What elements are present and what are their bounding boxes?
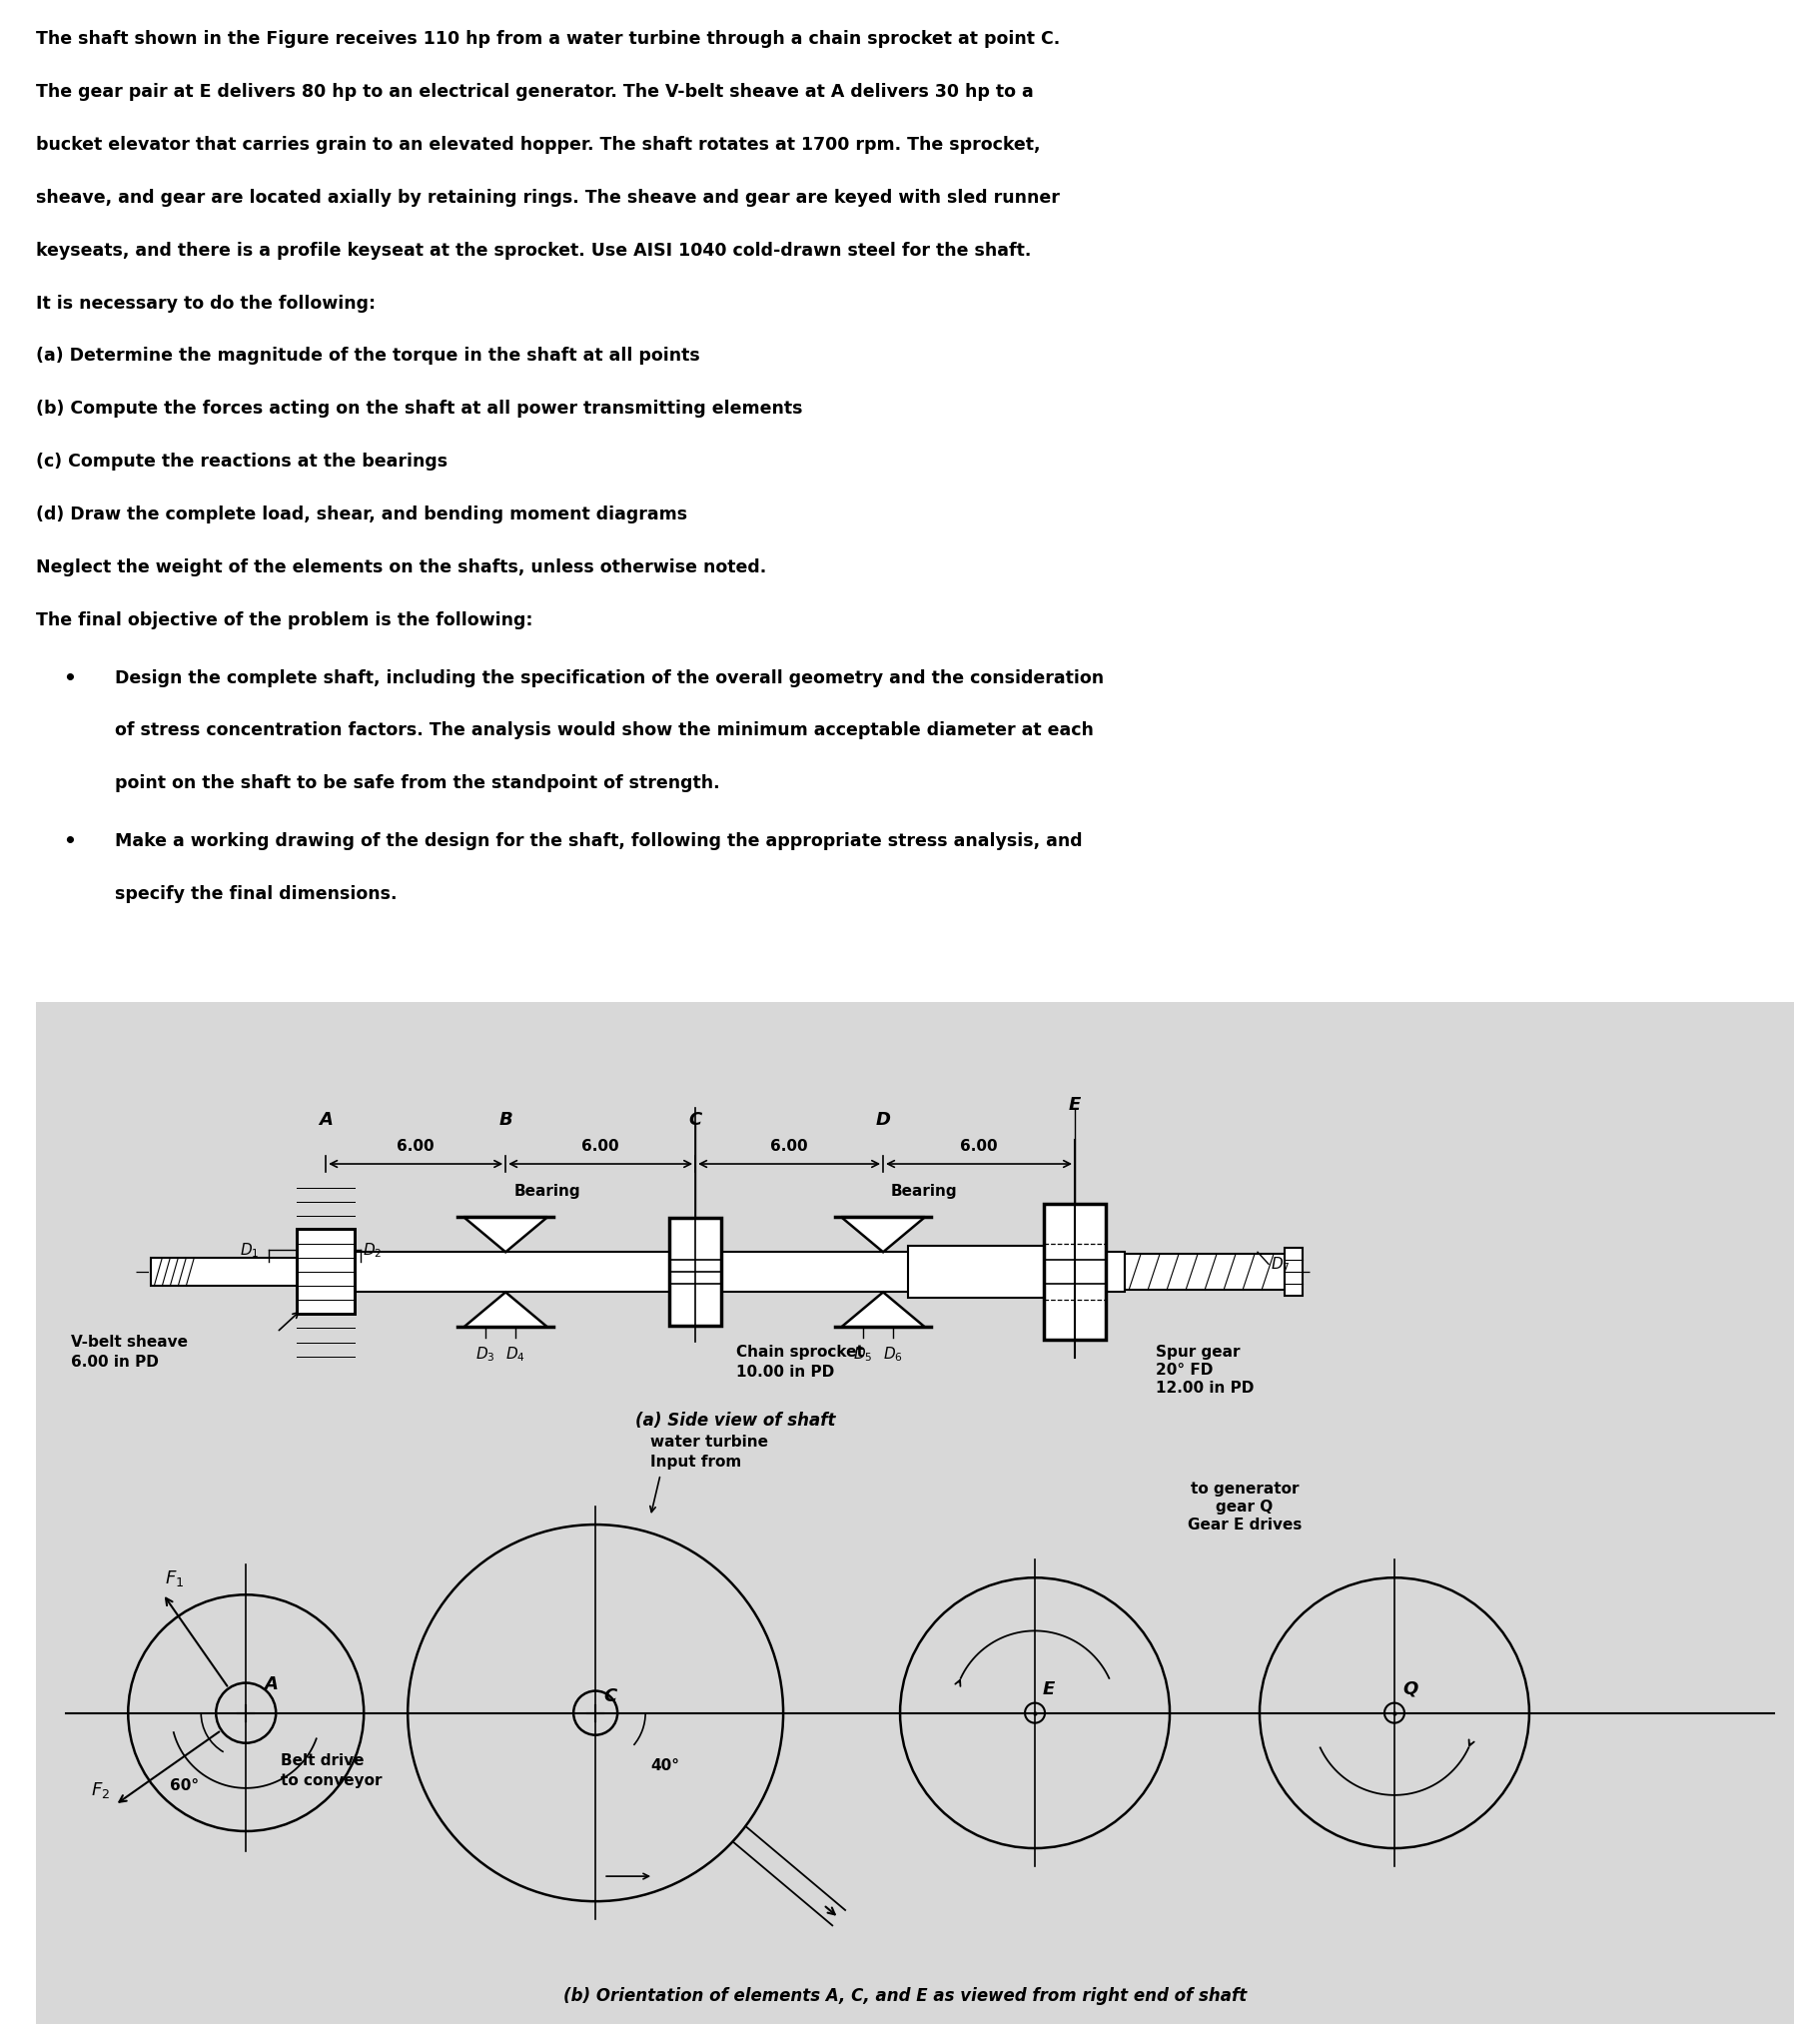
Text: 10.00 in PD: 10.00 in PD xyxy=(736,1363,835,1380)
Text: The final objective of the problem is the following:: The final objective of the problem is th… xyxy=(36,611,533,630)
Text: The gear pair at E delivers 80 hp to an electrical generator. The V-belt sheave : The gear pair at E delivers 80 hp to an … xyxy=(36,84,1035,100)
Text: C: C xyxy=(603,1686,616,1705)
Text: 6.00: 6.00 xyxy=(770,1139,808,1155)
Text: Chain sprocket: Chain sprocket xyxy=(736,1345,864,1359)
Bar xyxy=(669,1218,721,1327)
Text: keyseats, and there is a profile keyseat at the sprocket. Use AISI 1040 cold-dra: keyseats, and there is a profile keyseat… xyxy=(36,241,1031,260)
Text: Bearing: Bearing xyxy=(513,1183,580,1200)
Text: to conveyor: to conveyor xyxy=(281,1774,382,1788)
Bar xyxy=(150,1257,312,1286)
Text: $D_4$: $D_4$ xyxy=(506,1345,525,1363)
Text: sheave, and gear are located axially by retaining rings. The sheave and gear are: sheave, and gear are located axially by … xyxy=(36,188,1060,206)
Text: $D_1$: $D_1$ xyxy=(239,1241,259,1259)
Text: $D_3$: $D_3$ xyxy=(477,1345,495,1363)
Text: 60°: 60° xyxy=(170,1778,199,1793)
Text: E: E xyxy=(1069,1096,1082,1114)
Text: 20° FD: 20° FD xyxy=(1156,1361,1212,1378)
Text: $D_7$: $D_7$ xyxy=(1270,1255,1290,1273)
Text: Q: Q xyxy=(1402,1680,1417,1699)
Polygon shape xyxy=(841,1216,926,1253)
Text: The shaft shown in the Figure receives 110 hp from a water turbine through a cha: The shaft shown in the Figure receives 1… xyxy=(36,31,1060,47)
Bar xyxy=(1044,1204,1105,1339)
Polygon shape xyxy=(464,1292,547,1327)
Bar xyxy=(297,1228,355,1314)
Bar xyxy=(1125,1255,1285,1290)
Text: •: • xyxy=(63,668,76,689)
Text: gear Q: gear Q xyxy=(1216,1500,1274,1515)
Text: Bearing: Bearing xyxy=(892,1183,959,1200)
Text: 12.00 in PD: 12.00 in PD xyxy=(1156,1380,1254,1396)
Text: B: B xyxy=(498,1110,513,1128)
Text: (d) Draw the complete load, shear, and bending moment diagrams: (d) Draw the complete load, shear, and b… xyxy=(36,505,687,523)
Text: 40°: 40° xyxy=(651,1758,680,1772)
Text: 6.00: 6.00 xyxy=(397,1139,435,1155)
Text: A: A xyxy=(265,1674,277,1692)
Bar xyxy=(312,1253,1125,1292)
Text: It is necessary to do the following:: It is necessary to do the following: xyxy=(36,294,377,313)
Text: point on the shaft to be safe from the standpoint of strength.: point on the shaft to be safe from the s… xyxy=(116,775,721,793)
Text: (b) Compute the forces acting on the shaft at all power transmitting elements: (b) Compute the forces acting on the sha… xyxy=(36,401,803,417)
Text: $D_6$: $D_6$ xyxy=(882,1345,902,1363)
Polygon shape xyxy=(464,1216,547,1253)
Text: E: E xyxy=(1044,1680,1055,1699)
Text: 6.00: 6.00 xyxy=(960,1139,998,1155)
Text: $D_5$: $D_5$ xyxy=(853,1345,873,1363)
Bar xyxy=(297,1228,355,1314)
Text: (c) Compute the reactions at the bearings: (c) Compute the reactions at the bearing… xyxy=(36,452,448,470)
Text: (a) Determine the magnitude of the torque in the shaft at all points: (a) Determine the magnitude of the torqu… xyxy=(36,347,699,366)
Text: Design the complete shaft, including the specification of the overall geometry a: Design the complete shaft, including the… xyxy=(116,668,1104,687)
Text: C: C xyxy=(689,1110,701,1128)
Text: A: A xyxy=(319,1110,333,1128)
Polygon shape xyxy=(841,1292,926,1327)
Text: (a) Side view of shaft: (a) Side view of shaft xyxy=(636,1410,835,1429)
Text: •: • xyxy=(63,832,76,850)
Text: $F_2$: $F_2$ xyxy=(91,1780,111,1801)
Text: V-belt sheave: V-belt sheave xyxy=(71,1335,188,1349)
Text: to generator: to generator xyxy=(1190,1482,1299,1496)
Text: 6.00 in PD: 6.00 in PD xyxy=(71,1355,159,1369)
Text: 6.00: 6.00 xyxy=(582,1139,620,1155)
Text: $F_1$: $F_1$ xyxy=(165,1570,185,1588)
Text: specify the final dimensions.: specify the final dimensions. xyxy=(116,885,397,903)
Text: Input from: Input from xyxy=(651,1455,741,1470)
Text: $D_2$: $D_2$ xyxy=(362,1241,382,1259)
Bar xyxy=(908,1247,1094,1298)
Bar xyxy=(1285,1249,1303,1296)
Text: of stress concentration factors. The analysis would show the minimum acceptable : of stress concentration factors. The ana… xyxy=(116,722,1094,740)
Text: Neglect the weight of the elements on the shafts, unless otherwise noted.: Neglect the weight of the elements on th… xyxy=(36,558,766,576)
Text: Make a working drawing of the design for the shaft, following the appropriate st: Make a working drawing of the design for… xyxy=(116,832,1084,850)
Text: bucket elevator that carries grain to an elevated hopper. The shaft rotates at 1: bucket elevator that carries grain to an… xyxy=(36,135,1040,153)
Text: D: D xyxy=(875,1110,890,1128)
Text: Gear E drives: Gear E drives xyxy=(1187,1517,1301,1533)
Text: water turbine: water turbine xyxy=(651,1435,768,1449)
Text: Belt drive: Belt drive xyxy=(281,1754,364,1768)
Text: Spur gear: Spur gear xyxy=(1156,1345,1239,1359)
Text: (b) Orientation of elements A, C, and E as viewed from right end of shaft: (b) Orientation of elements A, C, and E … xyxy=(564,1987,1247,2005)
